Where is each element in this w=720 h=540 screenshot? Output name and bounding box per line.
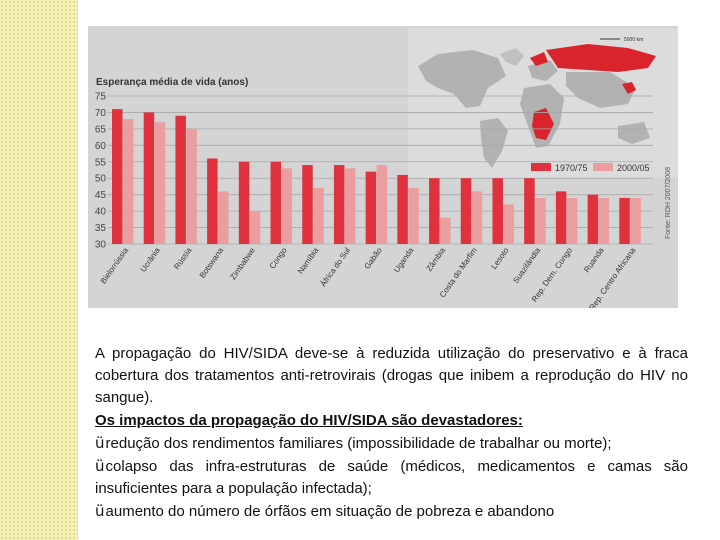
bar-2000-05-3 <box>186 128 197 244</box>
bar-2000-05-10 <box>408 188 419 244</box>
chart-title: Esperança média de vida (anos) <box>96 77 248 88</box>
map-scale-label: 5000 km <box>624 37 643 43</box>
y-tick-label: 35 <box>95 223 107 234</box>
x-tick-label: Lesoto <box>489 246 510 271</box>
bar-1970-75-17 <box>619 197 630 244</box>
impact-item-3: üaumento do número de órfãos em situação… <box>95 500 688 523</box>
russia-shape <box>546 44 656 72</box>
x-tick-label: Suazilândia <box>511 246 542 285</box>
chart-y-axis: 30 35 40 45 50 55 60 65 70 75 <box>95 92 107 251</box>
bar-1970-75-9 <box>365 171 377 244</box>
y-tick-label: 70 <box>95 108 107 119</box>
bar-1970-75-8 <box>333 165 345 244</box>
bar-1970-75-5 <box>238 161 250 244</box>
y-tick-label: 45 <box>95 190 107 201</box>
x-tick-label: Ruanda <box>582 246 606 275</box>
bar-2000-05-15 <box>566 197 578 244</box>
x-tick-label: África do Sul <box>319 246 353 288</box>
bar-1970-75-16 <box>587 194 599 244</box>
impact-item-text: aumento do número de órfãos em situação … <box>105 503 555 521</box>
bar-1970-75-13 <box>492 178 503 244</box>
y-tick-label: 55 <box>95 157 107 168</box>
bar-2000-05-5 <box>249 211 261 244</box>
bar-2000-05-4 <box>218 191 229 244</box>
bar-1970-75-15 <box>555 191 567 244</box>
impact-item-2: ücolapso das infra-estruturas de saúde (… <box>95 455 688 500</box>
body-text: A propagação do HIV/SIDA deve-se à reduz… <box>95 343 688 524</box>
subsaharan-africa-shape <box>532 108 554 140</box>
bar-2000-05-9 <box>376 165 388 244</box>
y-tick-label: 50 <box>95 174 107 185</box>
life-expectancy-figure: 5000 km 1970/75 2000/05 Esperança média d… <box>88 26 678 308</box>
bar-1970-75-2 <box>143 112 155 244</box>
impact-item-text: redução dos rendimentos familiares (impo… <box>105 434 612 452</box>
bar-1970-75-12 <box>460 178 472 244</box>
bar-2000-05-11 <box>440 217 451 244</box>
bar-2000-05-12 <box>471 191 483 244</box>
bar-2000-05-6 <box>281 168 293 244</box>
x-tick-label: Gabão <box>363 246 384 271</box>
y-tick-label: 40 <box>95 207 107 218</box>
bar-2000-05-8 <box>344 168 356 244</box>
y-tick-label: 65 <box>95 124 107 135</box>
x-tick-label: Botswana <box>198 246 226 280</box>
bar-2000-05-1 <box>123 119 134 244</box>
south-america-shape <box>480 118 508 168</box>
bar-1970-75-7 <box>302 165 313 244</box>
impact-item-1: üredução dos rendimentos familiares (imp… <box>95 432 688 455</box>
check-icon: ü <box>95 457 105 476</box>
australia-shape <box>618 122 650 144</box>
chart-x-axis-labels: Bielorrússia Ucrânia Rússia Botswana Zimbabw… <box>99 246 638 308</box>
intro-paragraph: A propagação do HIV/SIDA deve-se à reduz… <box>95 345 688 407</box>
bar-2000-05-13 <box>503 204 514 244</box>
decorative-side-stripe <box>0 0 78 540</box>
x-tick-label: Congo <box>268 246 289 271</box>
asia-shape <box>566 72 636 108</box>
belarus-ukraine-shape <box>530 52 548 66</box>
check-icon: ü <box>95 502 105 521</box>
y-tick-label: 60 <box>95 141 107 152</box>
impacts-heading: Os impactos da propagação do HIV/SIDA sã… <box>95 411 523 429</box>
bar-2000-05-16 <box>598 197 610 244</box>
asia-highlight-shape <box>622 82 636 94</box>
bar-2000-05-17 <box>630 197 641 244</box>
bar-1970-75-6 <box>270 161 282 244</box>
bar-1970-75-10 <box>397 174 408 244</box>
y-tick-label: 75 <box>95 92 107 103</box>
chart-legend: 1970/75 2000/05 <box>531 163 650 173</box>
north-america-shape <box>418 50 506 108</box>
legend-label: 1970/75 <box>555 163 588 173</box>
x-tick-label: Bielorrússia <box>99 246 131 286</box>
bar-2000-05-7 <box>313 188 324 244</box>
bar-1970-75-14 <box>524 178 535 244</box>
legend-swatch <box>593 163 613 171</box>
x-tick-label: Namíbia <box>296 246 321 276</box>
legend-label: 2000/05 <box>617 163 650 173</box>
bar-1970-75-3 <box>175 115 186 244</box>
greenland-shape <box>500 48 524 66</box>
legend-swatch <box>531 163 551 171</box>
x-tick-label: Rússia <box>172 246 194 272</box>
x-tick-label: Zimbabwe <box>228 246 257 282</box>
check-icon: ü <box>95 433 105 452</box>
impact-item-text: colapso das infra-estruturas de saúde (m… <box>95 458 688 498</box>
x-tick-label: Ucrânia <box>139 246 162 274</box>
y-tick-label: 30 <box>95 240 107 251</box>
bar-1970-75-1 <box>112 109 123 245</box>
x-tick-label: Zâmbia <box>425 246 448 273</box>
chart-source: Fonte: RDH 2007/2008 <box>665 167 672 239</box>
bar-1970-75-4 <box>207 158 218 244</box>
x-tick-label: Uganda <box>392 246 416 275</box>
bar-2000-05-14 <box>535 197 546 244</box>
world-map: 5000 km <box>408 28 678 178</box>
chart-bars <box>112 109 641 245</box>
life-expectancy-chart: 5000 km 1970/75 2000/05 Esperança média d… <box>95 28 678 308</box>
bar-1970-75-11 <box>429 178 440 244</box>
bar-2000-05-2 <box>154 122 166 244</box>
